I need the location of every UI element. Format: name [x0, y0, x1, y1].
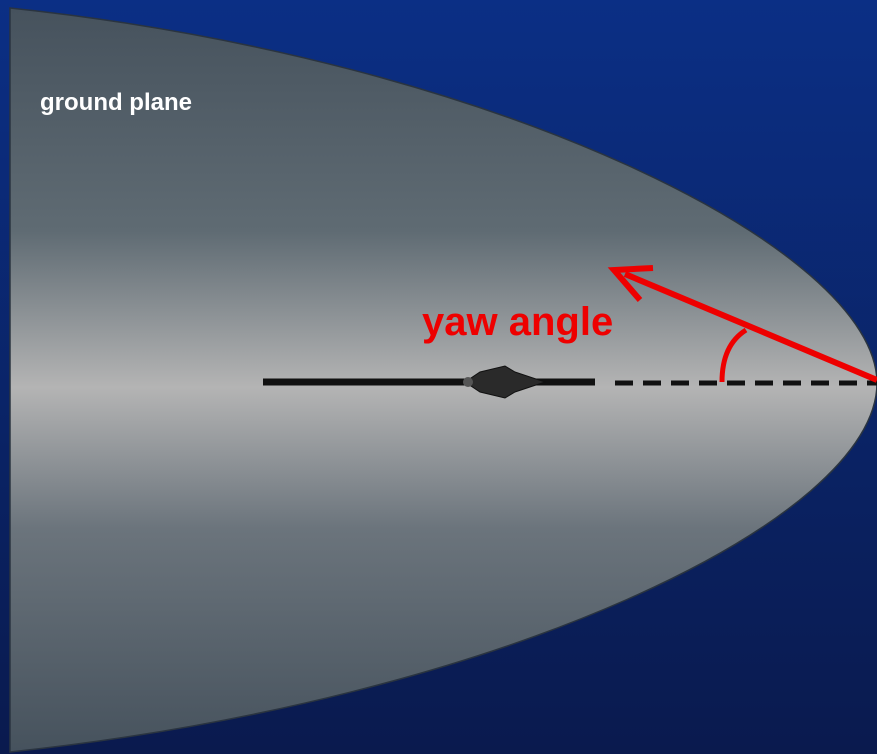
hub — [463, 377, 473, 387]
diagram: ground plane yaw angle — [0, 0, 877, 754]
ground-plane-label: ground plane — [40, 89, 192, 116]
yaw-angle-label: yaw angle — [422, 300, 613, 344]
